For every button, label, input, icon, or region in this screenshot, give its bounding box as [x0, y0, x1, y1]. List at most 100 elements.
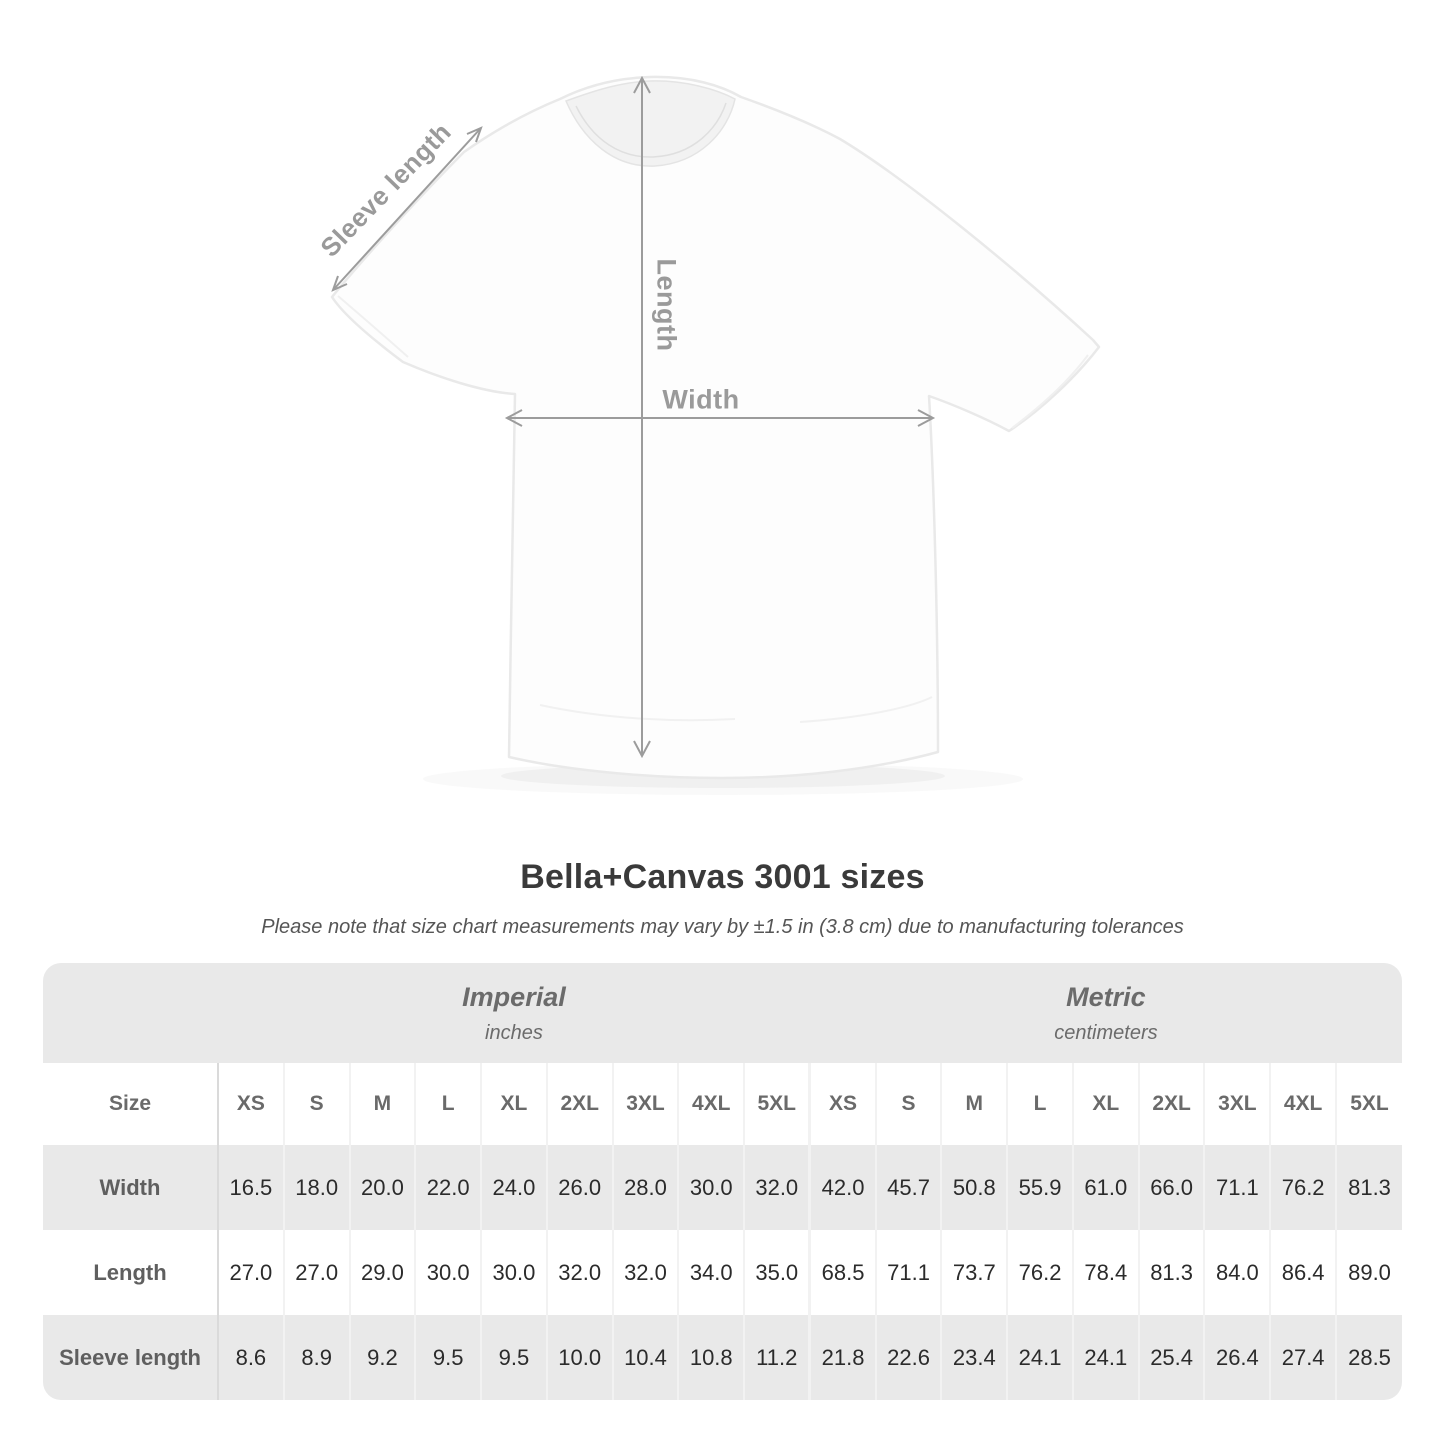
value-cell: 84.0 [1203, 1230, 1271, 1315]
size-col-header: 4XL [1269, 1063, 1337, 1145]
size-header: Size [43, 1063, 218, 1145]
value-cell: 11.2 [743, 1315, 810, 1400]
metric-group-header: Metric centimeters [809, 963, 1402, 1063]
value-cell: 61.0 [1071, 1145, 1139, 1230]
sleeve-length-row: Sleeve length 8.6 8.9 9.2 9.5 9.5 10.0 1… [43, 1315, 1402, 1400]
value-cell: 71.1 [1203, 1145, 1271, 1230]
size-col-header: XS [217, 1063, 284, 1145]
value-cell: 16.5 [217, 1145, 284, 1230]
value-cell: 23.4 [940, 1315, 1008, 1400]
value-cell: 9.2 [348, 1315, 416, 1400]
value-cell: 24.0 [480, 1145, 547, 1230]
value-cell: 30.0 [480, 1230, 547, 1315]
width-arrow [504, 409, 936, 427]
size-col-header: 5XL [1335, 1063, 1402, 1145]
imperial-unit: inches [485, 1021, 543, 1044]
value-cell: 22.0 [414, 1145, 482, 1230]
size-col-header: 2XL [1137, 1063, 1205, 1145]
length-row: Length 27.0 27.0 29.0 30.0 30.0 32.0 32.… [43, 1230, 1402, 1315]
sleeve-length-arrow [331, 126, 483, 292]
value-cell: 10.0 [545, 1315, 613, 1400]
value-cell: 42.0 [808, 1145, 876, 1230]
value-cell: 89.0 [1335, 1230, 1402, 1315]
size-col-header: M [348, 1063, 416, 1145]
value-cell: 68.5 [808, 1230, 876, 1315]
value-cell: 8.6 [217, 1315, 284, 1400]
size-col-header: 5XL [743, 1063, 810, 1145]
value-cell: 66.0 [1137, 1145, 1205, 1230]
value-cell: 35.0 [743, 1230, 810, 1315]
value-cell: 28.5 [1335, 1315, 1402, 1400]
value-cell: 21.8 [808, 1315, 876, 1400]
size-col-header: XS [808, 1063, 876, 1145]
value-cell: 22.6 [874, 1315, 942, 1400]
size-col-header: 3XL [1203, 1063, 1271, 1145]
value-cell: 45.7 [874, 1145, 942, 1230]
size-col-header: XL [1071, 1063, 1139, 1145]
size-header-row: Size XS S M L XL 2XL 3XL 4XL 5XL XS S M … [43, 1063, 1402, 1145]
metric-label: Metric [1066, 981, 1146, 1012]
value-cell: 76.2 [1269, 1145, 1337, 1230]
row-label: Sleeve length [43, 1315, 218, 1400]
value-cell: 26.4 [1203, 1315, 1271, 1400]
page-title: Bella+Canvas 3001 sizes [520, 858, 925, 896]
tolerance-note: Please note that size chart measurements… [261, 916, 1184, 938]
value-cell: 32.0 [743, 1145, 810, 1230]
sleeve-crease [337, 295, 409, 358]
value-cell: 29.0 [348, 1230, 416, 1315]
value-cell: 32.0 [545, 1230, 613, 1315]
width-label: Width [662, 384, 740, 415]
collar-seam [575, 102, 727, 158]
value-cell: 27.0 [282, 1230, 350, 1315]
value-cell: 9.5 [414, 1315, 482, 1400]
size-col-header: M [940, 1063, 1008, 1145]
value-cell: 18.0 [282, 1145, 350, 1230]
size-col-header: L [1006, 1063, 1073, 1145]
tshirt-illustration [330, 75, 1101, 788]
length-label: Length [651, 258, 682, 352]
value-cell: 76.2 [1006, 1230, 1073, 1315]
value-cell: 81.3 [1137, 1230, 1205, 1315]
fabric-fold [799, 696, 933, 723]
value-cell: 10.8 [677, 1315, 745, 1400]
imperial-label: Imperial [462, 981, 566, 1012]
value-cell: 26.0 [545, 1145, 613, 1230]
value-cell: 71.1 [874, 1230, 942, 1315]
fabric-fold [539, 704, 736, 722]
value-cell: 34.0 [677, 1230, 745, 1315]
size-col-header: 2XL [545, 1063, 613, 1145]
value-cell: 30.0 [677, 1145, 745, 1230]
row-label: Width [43, 1145, 218, 1230]
value-cell: 24.1 [1071, 1315, 1139, 1400]
size-col-header: XL [480, 1063, 547, 1145]
value-cell: 25.4 [1137, 1315, 1205, 1400]
value-cell: 27.0 [217, 1230, 284, 1315]
value-cell: 86.4 [1269, 1230, 1337, 1315]
value-cell: 9.5 [480, 1315, 547, 1400]
value-cell: 27.4 [1269, 1315, 1337, 1400]
value-cell: 32.0 [611, 1230, 679, 1315]
size-col-header: S [874, 1063, 942, 1145]
value-cell: 30.0 [414, 1230, 482, 1315]
row-label: Length [43, 1230, 218, 1315]
value-cell: 24.1 [1006, 1315, 1073, 1400]
size-col-header: S [282, 1063, 350, 1145]
size-col-header: 4XL [677, 1063, 745, 1145]
value-cell: 20.0 [348, 1145, 416, 1230]
value-cell: 50.8 [940, 1145, 1008, 1230]
width-row: Width 16.5 18.0 20.0 22.0 24.0 26.0 28.0… [43, 1145, 1402, 1230]
corner-cell [43, 963, 218, 1063]
tshirt-body [330, 75, 1101, 780]
sleeve-crease [1011, 354, 1089, 429]
metric-unit: centimeters [1054, 1021, 1158, 1044]
size-col-header: L [414, 1063, 482, 1145]
size-col-header: 3XL [611, 1063, 679, 1145]
value-cell: 73.7 [940, 1230, 1008, 1315]
value-cell: 10.4 [611, 1315, 679, 1400]
unit-group-row: Imperial inches Metric centimeters [43, 963, 1402, 1063]
value-cell: 28.0 [611, 1145, 679, 1230]
value-cell: 78.4 [1071, 1230, 1139, 1315]
value-cell: 55.9 [1006, 1145, 1073, 1230]
value-cell: 81.3 [1335, 1145, 1402, 1230]
